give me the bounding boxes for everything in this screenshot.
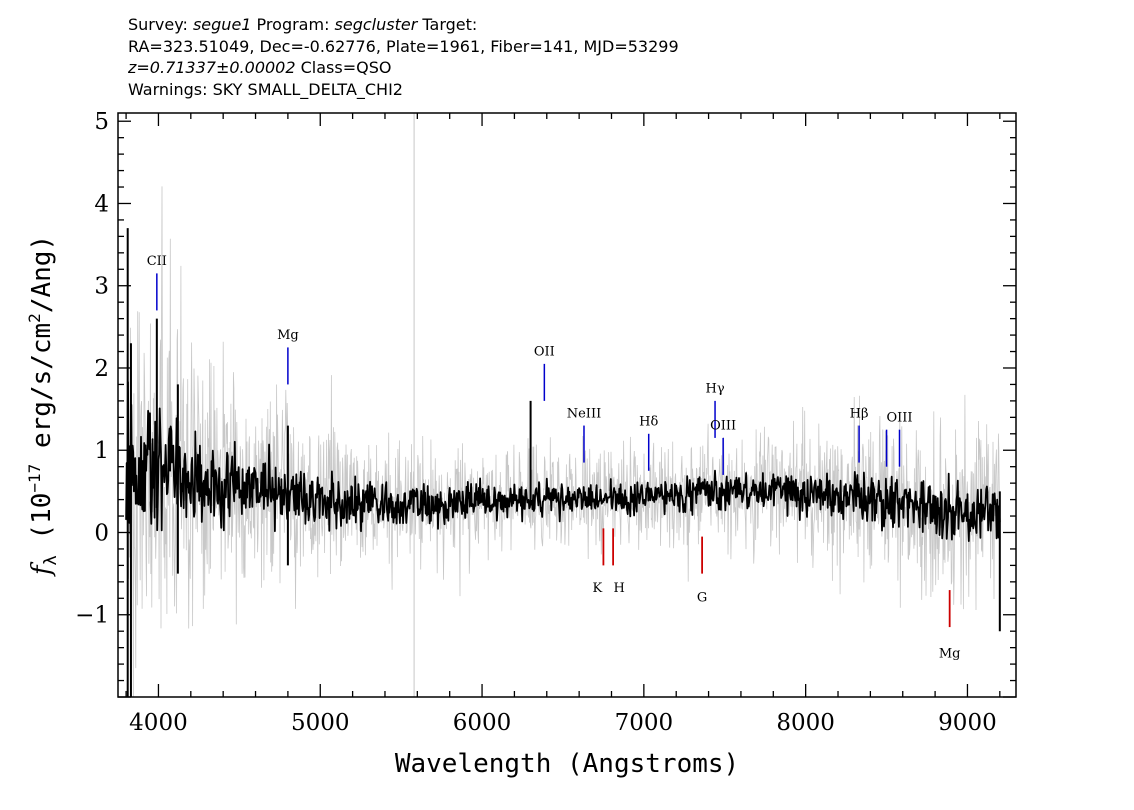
axis-tick-labels: 4000 5000 6000 7000 8000 9000 −1 0 1 2 3 4 5	[75, 109, 997, 736]
x-tick-label: 5000	[291, 710, 350, 736]
y-axis-title-part: 2	[25, 313, 44, 323]
y-tick-label: 3	[94, 274, 109, 300]
x-axis-title: Wavelength (Angstroms)	[395, 749, 739, 779]
emission-line-label: Mg	[277, 328, 299, 343]
absorption-line-label: K	[593, 581, 603, 596]
x-tick-label: 7000	[615, 710, 674, 736]
emission-line-label: NeIII	[567, 406, 601, 421]
header-line-1: Survey: segue1 Program: segcluster Targe…	[128, 14, 679, 36]
header-line-3: z=0.71337±0.00002 Class=QSO	[128, 57, 679, 79]
axis-ticks	[118, 113, 1016, 698]
absorption-line-label: Mg	[939, 647, 961, 662]
error-series-line	[125, 186, 1001, 698]
y-axis-title-part: /Ang)	[27, 235, 57, 313]
plot-frame	[117, 112, 1017, 698]
emission-line-label: Hγ	[705, 382, 724, 397]
x-tick-label: 6000	[453, 710, 512, 736]
x-tick-label: 8000	[776, 710, 835, 736]
program-label: Program:	[251, 15, 335, 34]
redshift-value: z=0.71337±0.00002	[128, 58, 296, 77]
header-line-4: Warnings: SKY SMALL_DELTA_CHI2	[128, 79, 403, 99]
emission-line-label: Hβ	[850, 406, 869, 421]
y-axis-title-part: λ	[41, 555, 61, 565]
spike-layer	[126, 113, 1001, 697]
program-value: segcluster	[334, 15, 418, 34]
x-tick-label: 9000	[938, 710, 997, 736]
y-tick-label: 1	[94, 438, 109, 464]
flux-layer	[125, 381, 1001, 542]
spectrum-header: Survey: segue1 Program: segcluster Targe…	[128, 14, 679, 100]
emission-line-label: OII	[534, 345, 555, 360]
emission-line-label: CII	[147, 254, 167, 269]
spectral-lines-layer: CII Mg OII NeIII Hδ Hγ OIII Hβ OIII K H G Mg	[147, 254, 961, 661]
header-line-2: RA=323.51049, Dec=-0.62776, Plate=1961, …	[128, 36, 679, 56]
absorption-line-label: G	[697, 591, 707, 606]
y-tick-label: 0	[94, 520, 109, 546]
y-tick-label: 5	[94, 109, 109, 135]
flux-series-line	[125, 381, 1001, 542]
y-axis-title-part: −17	[25, 464, 44, 493]
class-value: Class=QSO	[295, 58, 392, 77]
y-axis-title-part: erg/s/cm	[27, 323, 57, 464]
survey-label: Survey:	[128, 15, 193, 34]
emission-line-label: OIII	[886, 410, 912, 425]
y-axis-title-part: (10	[27, 493, 57, 556]
error-layer	[125, 186, 1001, 698]
y-tick-label: −1	[75, 603, 109, 629]
emission-line-label: Hδ	[639, 415, 658, 430]
emission-line-label: OIII	[710, 419, 736, 434]
y-tick-label: 4	[94, 191, 109, 217]
absorption-line-label: H	[613, 581, 624, 596]
y-tick-label: 2	[94, 356, 109, 382]
survey-value: segue1	[192, 15, 252, 34]
y-axis-title: fλ (10−17 erg/s/cm2/Ang)	[25, 235, 61, 577]
x-tick-label: 4000	[129, 710, 188, 736]
target-label: Target:	[417, 15, 478, 34]
